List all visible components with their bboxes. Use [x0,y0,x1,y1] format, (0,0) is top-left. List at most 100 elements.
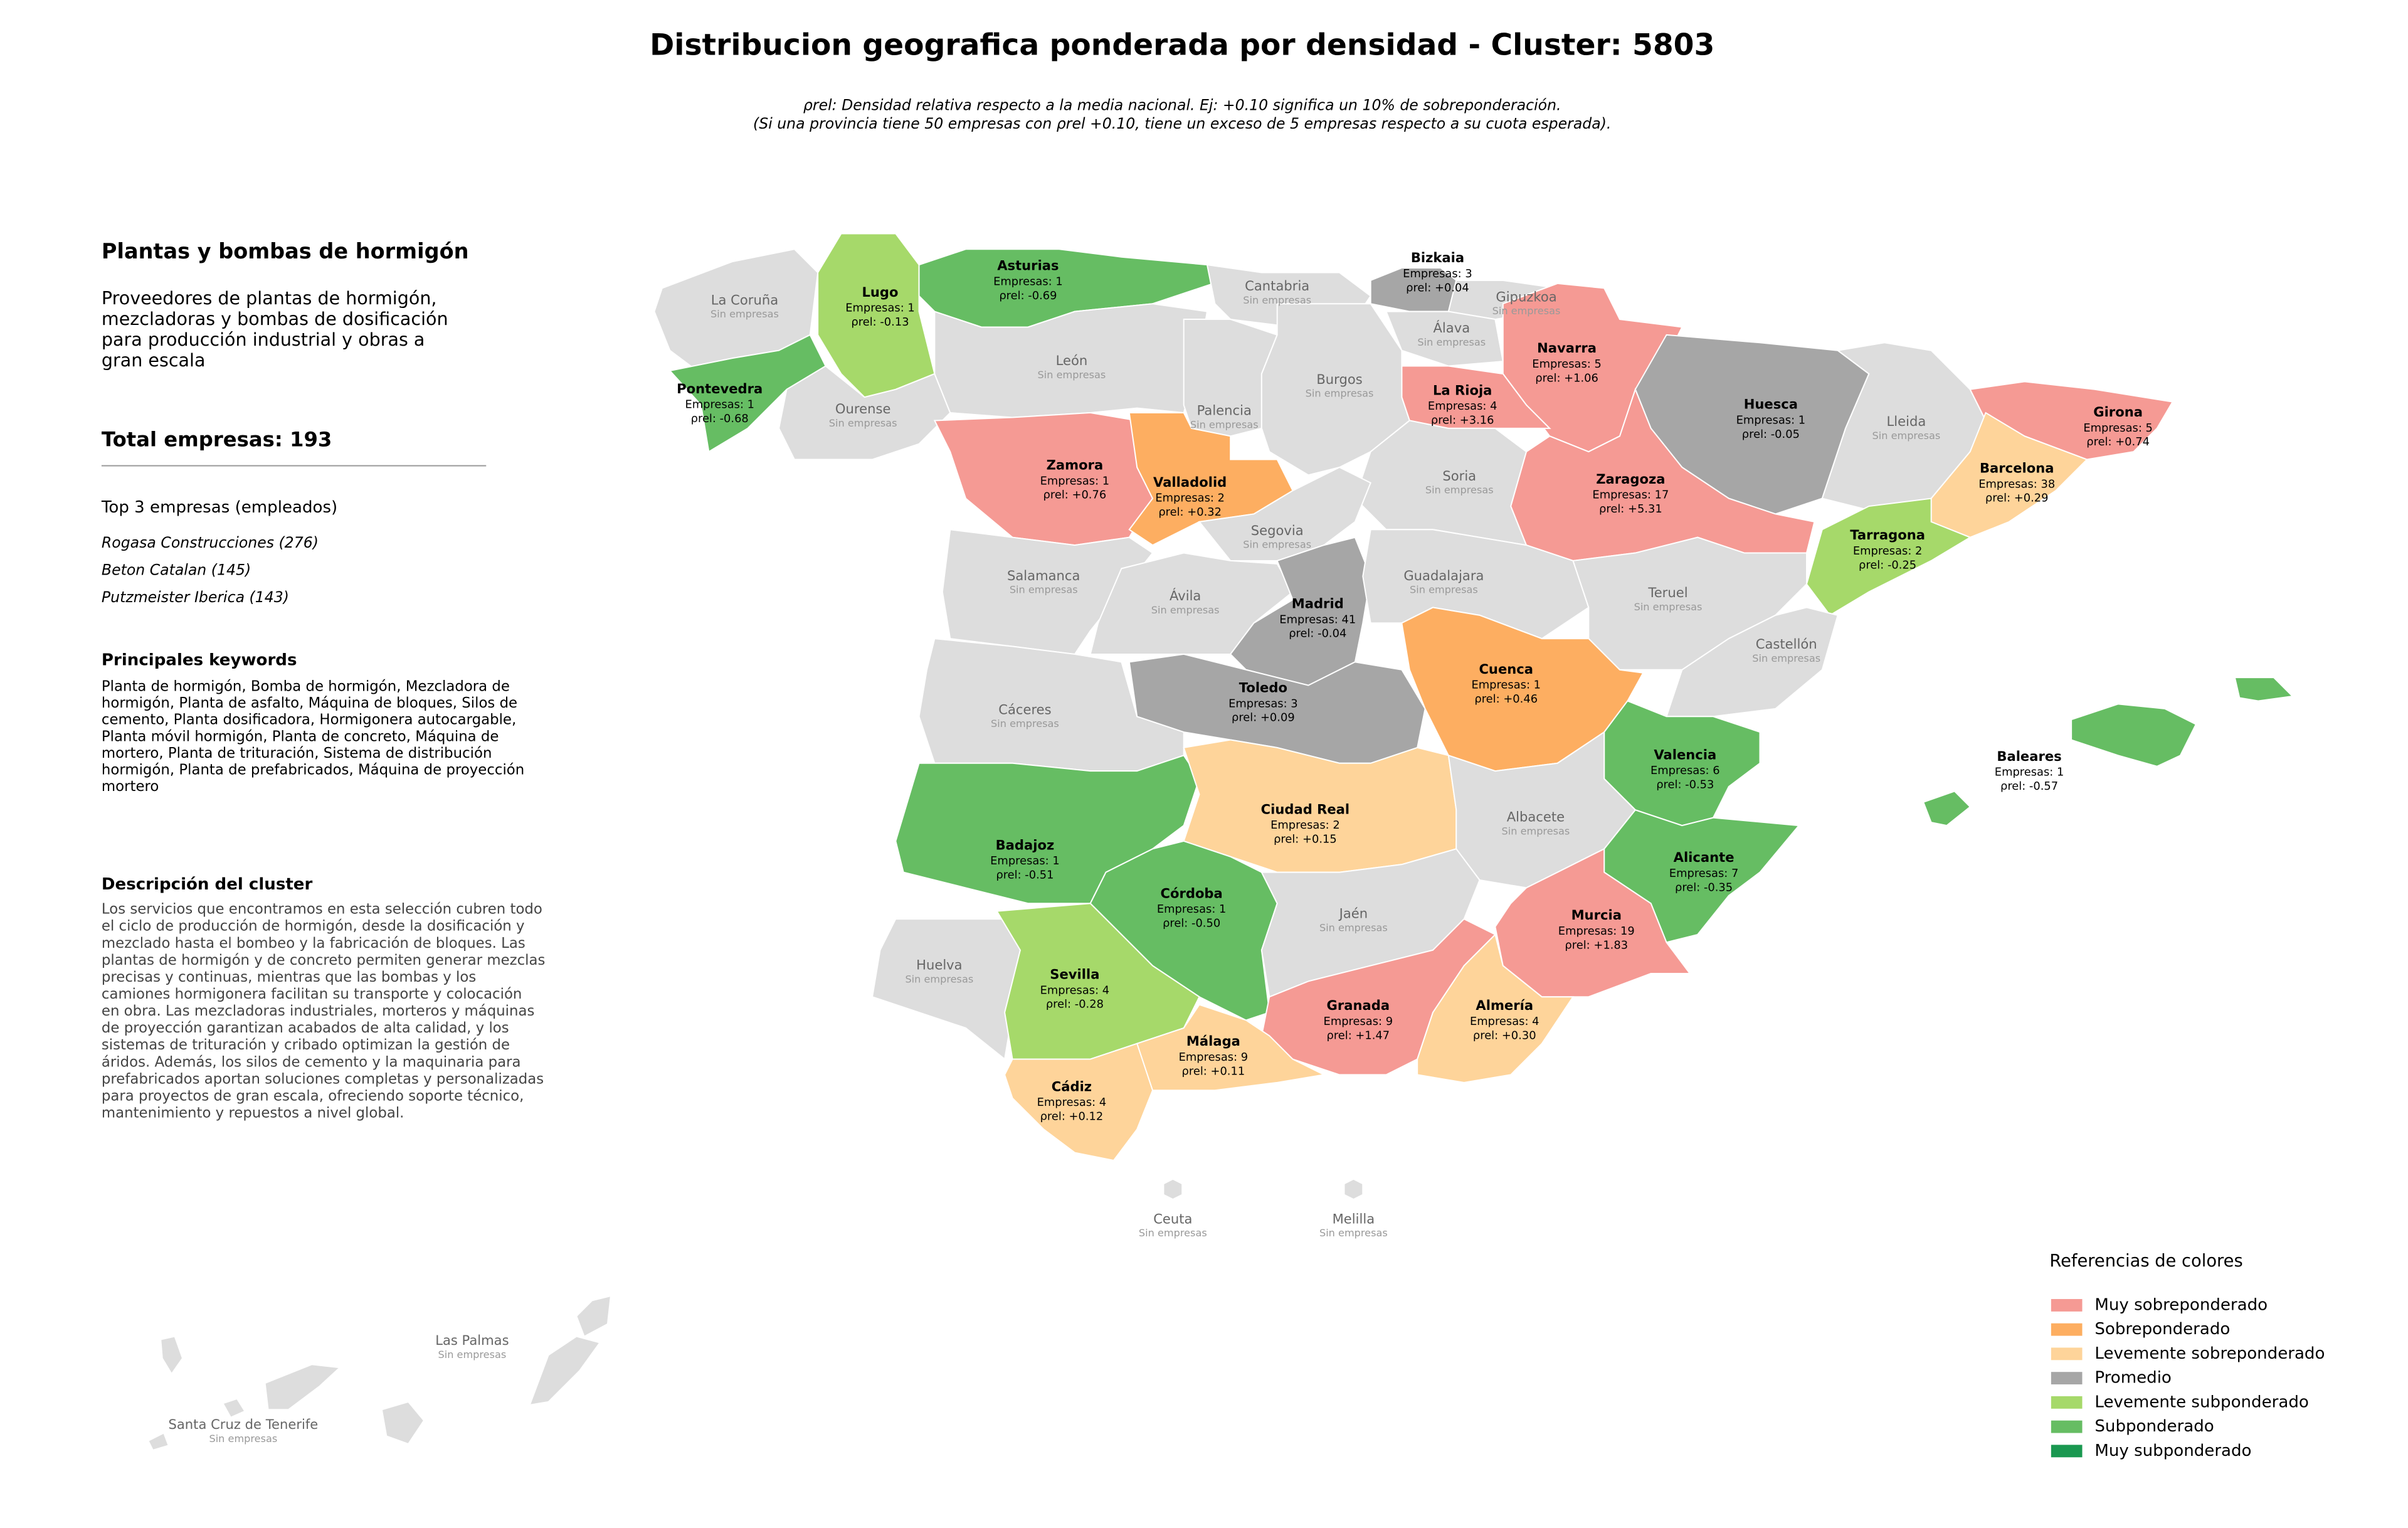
province-rho: ρrel: -0.25 [1859,558,1916,571]
province-rho: ρrel: +0.30 [1473,1029,1536,1042]
province [1004,1043,1154,1162]
cluster-line: Los servicios que encontramos en esta se… [102,901,542,918]
province-rho: ρrel: +0.12 [1040,1110,1104,1123]
legend-swatch [2051,1298,2083,1312]
province-rho: ρrel: -0.69 [999,289,1057,302]
province-name: Alicante [1674,849,1735,865]
keywords-line: hormigón, Planta de prefabricados, Máqui… [102,761,524,778]
legend-label: Subponderado [2094,1417,2214,1436]
province-status: Sin empresas [1492,305,1561,317]
province-status: Sin empresas [1243,539,1311,551]
keywords-line: mortero, Planta de trituración, Sistema … [102,745,492,761]
top-company: Rogasa Construcciones (276) [102,534,319,551]
province-name: Cádiz [1052,1078,1092,1094]
cluster-line: prefabricados aportan soluciones complet… [102,1071,544,1087]
legend-swatch [2051,1347,2083,1361]
province-status: Sin empresas [1634,601,1703,613]
province-name: Sevilla [1050,966,1099,982]
province [1922,790,1972,827]
keywords-line: mortero [102,778,159,795]
province-rho: ρrel: +1.83 [1565,938,1628,952]
province-name: Salamanca [1007,568,1080,583]
province-count: Empresas: 38 [1978,477,2055,491]
province-status: Sin empresas [209,1433,277,1445]
legend-title: Referencias de colores [2049,1251,2242,1271]
province-rho: ρrel: +5.31 [1599,502,1662,516]
province-rho: ρrel: +0.46 [1474,692,1538,706]
province-rho: ρrel: -0.50 [1163,917,1220,930]
province-rho: ρrel: +1.47 [1326,1029,1390,1042]
province-count: Empresas: 1 [990,854,1060,867]
panel-heading: Plantas y bombas de hormigón [102,239,469,263]
province [147,1432,169,1451]
province-rho: ρrel: -0.28 [1046,998,1104,1011]
province-name: Cuenca [1479,661,1533,677]
province-rho: ρrel: -0.57 [2000,780,2058,793]
province-count: Empresas: 2 [1270,819,1340,832]
cluster-line: para proyectos de gran escala, ofreciend… [102,1088,524,1104]
province-name: Valencia [1654,746,1716,762]
province [1805,497,1972,617]
province-name: Granada [1327,997,1390,1013]
province-rho: ρrel: -0.05 [1742,428,1800,441]
province-count: Empresas: 5 [2083,422,2153,435]
province-count: Empresas: 2 [1853,544,1923,558]
province-name: Pontevedra [677,381,763,396]
province [222,1398,246,1418]
province [1494,847,1691,998]
province-rho: ρrel: +1.06 [1535,371,1598,385]
province-name: La Coruña [711,292,778,307]
keywords-line: Planta móvil hormigón, Planta de concret… [102,728,499,745]
cluster-line: sistemas de trituración y cribado optimi… [102,1037,510,1053]
province-name: Badajoz [996,837,1055,852]
province-name: Madrid [1292,595,1344,611]
province-rho: ρrel: -0.04 [1289,627,1346,640]
province-name: Guadalajara [1403,568,1484,583]
province-count: Empresas: 1 [1736,413,1806,427]
province-status: Sin empresas [991,718,1059,730]
province-name: Ciudad Real [1261,801,1350,817]
province-count: Empresas: 4 [1040,984,1110,997]
province-status: Sin empresas [1010,584,1078,596]
province-status: Sin empresas [1410,584,1478,596]
province-status: Sin empresas [1151,604,1220,616]
province-name: Albacete [1507,809,1565,825]
top-company: Beton Catalan (145) [102,561,251,579]
province [529,1335,601,1406]
province-status: Sin empresas [1872,430,1941,442]
province-count: Empresas: 3 [1403,267,1472,280]
province [2234,677,2294,702]
province-count: Empresas: 4 [1428,400,1497,413]
panel-description: gran escala [102,349,206,371]
province-count: Empresas: 17 [1592,489,1669,502]
province-rho: ρrel: -0.13 [851,316,909,329]
cluster-line: áridos. Además, los silos de cemento y l… [102,1054,521,1070]
province-name: Santa Cruz de Tenerife [168,1416,318,1432]
province-rho: ρrel: +0.09 [1232,711,1295,724]
province-name: Lleida [1887,413,1926,429]
province-name: Castellón [1756,636,1817,652]
province-name: Huelva [916,957,962,973]
province-rho: ρrel: -0.35 [1675,881,1733,894]
province-status: Sin empresas [1190,418,1259,430]
province [1930,411,2088,538]
province-name: Valladolid [1153,474,1227,490]
province [1417,933,1575,1083]
cluster-title: Descripción del cluster [102,875,313,894]
province-name: Zamora [1047,457,1104,472]
province-rho: ρrel: +0.15 [1274,832,1337,846]
province-count: Empresas: 1 [1157,903,1227,916]
province [264,1364,342,1411]
province-name: Burgos [1316,371,1362,387]
province-count: Empresas: 41 [1279,613,1356,626]
province [1354,420,1528,546]
keywords-title: Principales keywords [102,650,297,669]
province-rho: ρrel: +0.11 [1182,1064,1245,1078]
province-rho: ρrel: +0.29 [1985,492,2049,505]
province-name: Málaga [1186,1033,1240,1049]
province-count: Empresas: 4 [1470,1015,1539,1028]
province-count: Empresas: 2 [1155,492,1225,505]
legend-label: Muy subponderado [2094,1441,2251,1460]
legend-label: Levemente subponderado [2094,1393,2308,1411]
